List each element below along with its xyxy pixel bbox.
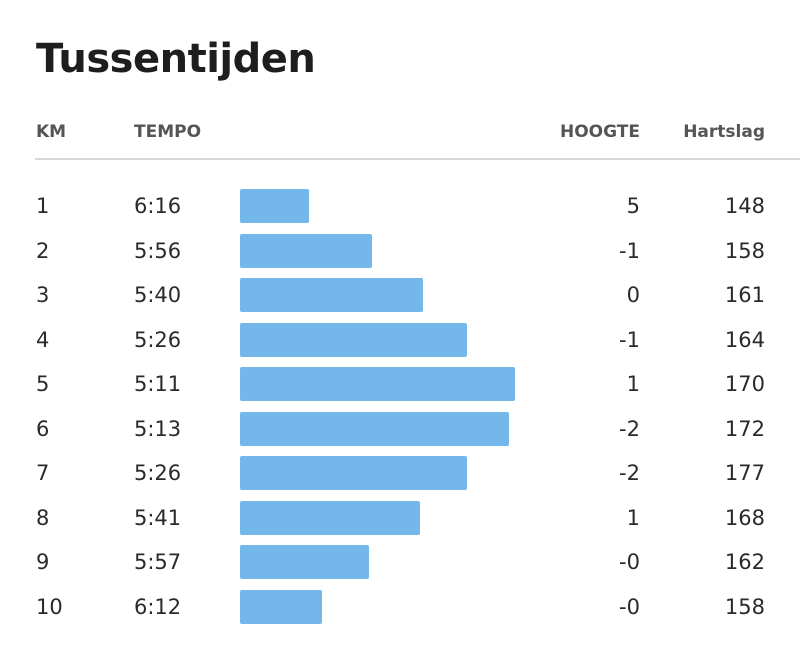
elevation: 0 (626, 283, 640, 307)
heart-rate: 158 (724, 238, 765, 263)
heart-rate: 162 (724, 550, 765, 574)
elevation: -0 (619, 594, 640, 619)
pace-bar (240, 233, 373, 268)
pace-bar (240, 411, 509, 446)
elevation: -2 (619, 416, 640, 441)
km: 8 (36, 505, 50, 530)
heart-rate: 161 (724, 283, 765, 307)
km: 2 (36, 238, 50, 263)
tempo: 5:11 (134, 372, 182, 396)
elevation: -1 (619, 238, 640, 263)
tempo: 5:26 (134, 461, 182, 485)
tempo: 5:13 (134, 416, 182, 441)
pace-bar (240, 367, 515, 401)
km: 4 (36, 327, 50, 352)
tempo: 5:57 (134, 550, 182, 574)
elevation: -1 (619, 327, 640, 352)
heart-rate: 168 (724, 505, 765, 530)
pace-bar (240, 189, 309, 223)
title: Tussentijden (36, 36, 316, 82)
tempo: 5:40 (134, 283, 182, 307)
tempo: 6:12 (134, 594, 182, 619)
elevation: -0 (619, 550, 640, 574)
elevation: 1 (626, 505, 640, 530)
column-header: TEMPO (134, 122, 202, 142)
pace-bar (240, 278, 424, 312)
km: 1 (36, 194, 50, 218)
column-header: Hartslag (683, 122, 765, 142)
km: 10 (36, 594, 63, 619)
km: 3 (36, 283, 50, 307)
tempo: 5:26 (134, 327, 182, 352)
pace-bar (240, 456, 468, 490)
tempo: 5:56 (134, 238, 182, 263)
tempo: 5:41 (134, 505, 182, 530)
pace-bar (240, 500, 420, 535)
pace-bar (240, 322, 468, 357)
heart-rate: 148 (724, 194, 765, 218)
heart-rate: 164 (724, 327, 765, 352)
km: 5 (36, 372, 50, 396)
pace-bar (240, 589, 322, 624)
column-header: KM (36, 122, 67, 142)
elevation: -2 (619, 461, 640, 485)
column-header: HOOGTE (560, 122, 640, 142)
elevation: 5 (626, 194, 640, 218)
elevation: 1 (626, 372, 640, 396)
heart-rate: 172 (724, 416, 765, 441)
heart-rate: 170 (724, 372, 765, 396)
pace-bar (240, 545, 370, 579)
km: 6 (36, 416, 50, 441)
tempo: 6:16 (134, 194, 182, 218)
divider (35, 158, 800, 160)
km: 9 (36, 550, 50, 574)
heart-rate: 158 (724, 594, 765, 619)
heart-rate: 177 (724, 461, 765, 485)
km: 7 (36, 461, 50, 485)
